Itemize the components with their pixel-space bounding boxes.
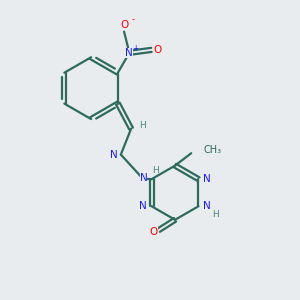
Text: -: - — [132, 15, 135, 24]
Text: N: N — [140, 173, 147, 183]
Text: O: O — [120, 20, 128, 30]
Text: H: H — [212, 210, 219, 219]
Text: CH₃: CH₃ — [204, 145, 222, 155]
Text: N: N — [140, 201, 147, 211]
Text: O: O — [149, 226, 158, 237]
Text: N: N — [110, 150, 118, 160]
Text: N: N — [125, 48, 133, 58]
Text: H: H — [139, 121, 146, 130]
Text: N: N — [203, 174, 211, 184]
Text: N: N — [203, 201, 211, 211]
Text: +: + — [133, 44, 139, 53]
Text: H: H — [152, 166, 159, 175]
Text: O: O — [154, 45, 162, 55]
